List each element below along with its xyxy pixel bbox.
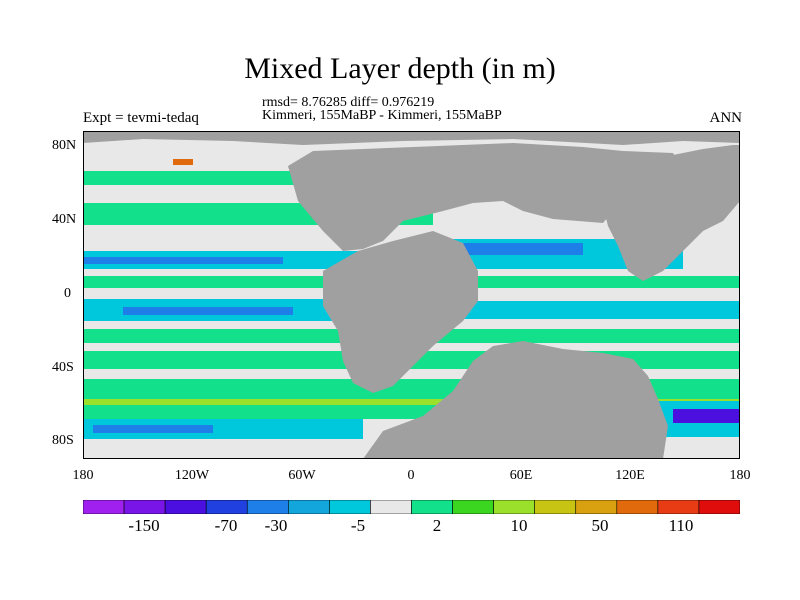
lon-label-180e: 180: [729, 468, 751, 483]
colorbar-box: [657, 500, 700, 514]
lat-label-40s: 40S: [52, 360, 74, 375]
experiment-label: Expt = tevmi-tedaq: [83, 110, 199, 126]
colorbar-label: -150: [128, 516, 160, 535]
colorbar-label: -5: [350, 516, 366, 535]
arctic-fringe: [83, 131, 740, 145]
lon-label-0: 0: [407, 468, 415, 483]
field-band: [123, 307, 293, 315]
colorbar-box: [123, 500, 166, 514]
colorbar-label: 50: [591, 516, 609, 535]
colorbar-box: [370, 500, 412, 514]
plot-title: Mixed Layer depth (in m): [244, 52, 556, 85]
colorbar-box: [246, 500, 289, 514]
lon-label-60e: 60E: [509, 468, 533, 483]
field-band: [83, 419, 363, 439]
lon-label-60w: 60W: [288, 468, 316, 483]
colorbar-labels: -150 -70 -30 -5 2 10 50 110: [83, 516, 740, 538]
field-band: [463, 301, 740, 319]
field-band: [673, 409, 740, 423]
colorbar-box: [83, 500, 125, 514]
field-band: [83, 257, 283, 264]
colorbar-box: [329, 500, 371, 514]
colorbar-label: 10: [510, 516, 528, 535]
colorbar-box: [493, 500, 535, 514]
colorbar-box: [534, 500, 577, 514]
colorbar-label: -70: [214, 516, 238, 535]
colorbar-box: [205, 500, 248, 514]
stats-experiment-pair: Kimmeri, 155MaBP - Kimmeri, 155MaBP: [262, 108, 502, 123]
colorbar-box: [411, 500, 453, 514]
lat-label-40n: 40N: [52, 212, 77, 227]
southwest-landmass: [323, 231, 478, 393]
colorbar-box: [698, 500, 740, 514]
south-polar-landmass: [363, 341, 668, 459]
colorbar: [83, 500, 740, 514]
lat-label-80s: 80S: [52, 433, 74, 448]
field-band: [93, 425, 213, 433]
continents: [83, 131, 740, 459]
colorbar-box: [164, 500, 207, 514]
stats-rmsd-diff: rmsd= 8.76285 diff= 0.976219: [262, 95, 435, 110]
lat-label-equator: 0: [64, 286, 71, 301]
map-frame: [83, 131, 740, 459]
colorbar-label: -30: [264, 516, 288, 535]
colorbar-box: [575, 500, 618, 514]
stats-text: rmsd= 8.76285 diff= 0.976219 Kimmeri, 15…: [262, 95, 502, 123]
lat-label-80n: 80N: [52, 138, 77, 153]
field-band: [453, 243, 583, 255]
colorbar-label: 110: [668, 516, 694, 535]
lon-label-180w: 180: [72, 468, 94, 483]
colorbar-box: [616, 500, 659, 514]
period-label: ANN: [709, 110, 743, 126]
colorbar-box: [288, 500, 330, 514]
colorbar-label: 2: [432, 516, 442, 535]
field-band: [173, 159, 193, 165]
field-band: [83, 399, 740, 405]
lon-label-120w: 120W: [174, 468, 210, 483]
lon-label-120e: 120E: [615, 468, 645, 483]
mixed-layer-map: [83, 131, 740, 459]
colorbar-box: [452, 500, 494, 514]
north-landmass: [288, 143, 683, 251]
northeast-landmass: [583, 145, 740, 281]
